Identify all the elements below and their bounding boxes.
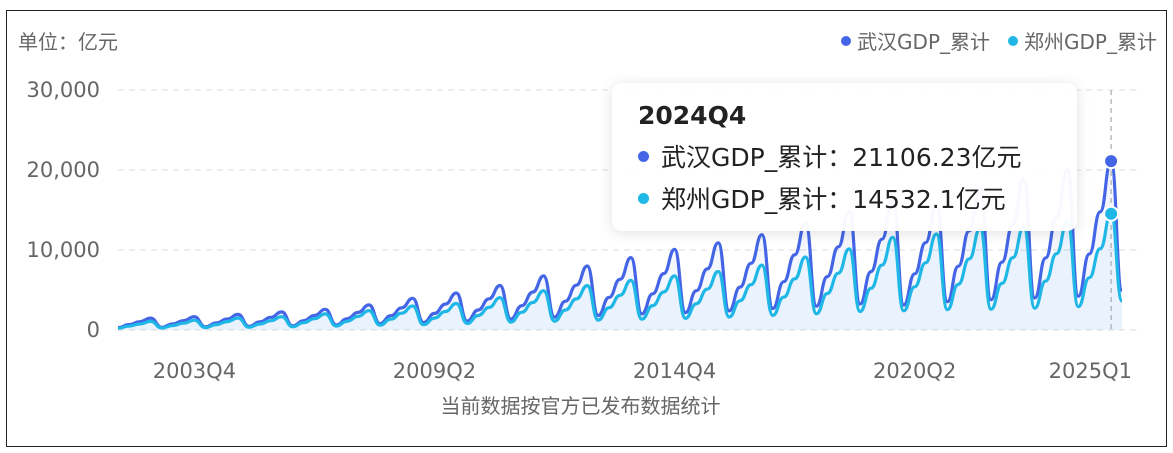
tooltip-row-wuhan: 武汉GDP_累计： 21106.23亿元: [638, 138, 1051, 174]
legend-label-wuhan: 武汉GDP_累计: [857, 30, 991, 54]
x-tick-label: 2014Q4: [633, 359, 716, 383]
x-tick-label: 2025Q1: [1049, 359, 1132, 383]
unit-label: 单位：亿元: [18, 30, 118, 54]
tooltip-dot-wuhan: [638, 150, 649, 162]
tooltip-title: 2024Q4: [638, 101, 747, 130]
x-tick-label: 2003Q4: [153, 359, 236, 383]
legend-item-zhengzhou[interactable]: 郑州GDP_累计: [1008, 26, 1157, 55]
tooltip-value-wuhan: 21106.23亿元: [852, 143, 1022, 172]
y-tick-label: 10,000: [27, 238, 100, 262]
series-lines: [117, 159, 1124, 330]
x-axis-ticks: 2003Q4 2009Q2 2014Q4 2020Q2 2025Q1: [153, 359, 1132, 383]
series-line-zhengzhou: [117, 212, 1124, 330]
tooltip-label-zhengzhou: 郑州GDP_累计：: [661, 185, 853, 214]
highlight-point-zhengzhou: [1103, 205, 1120, 222]
highlight-markers: [1103, 90, 1120, 330]
legend-item-wuhan[interactable]: 武汉GDP_累计: [841, 26, 990, 55]
tooltip-row-zhengzhou: 郑州GDP_累计： 14532.1亿元: [638, 180, 1051, 216]
y-tick-label: 0: [87, 318, 100, 342]
tooltip-dot-zhengzhou: [638, 192, 649, 204]
y-tick-label: 20,000: [27, 158, 100, 182]
legend-label-zhengzhou: 郑州GDP_累计: [1024, 30, 1157, 54]
tooltip-value-zhengzhou: 14532.1亿元: [852, 185, 1006, 214]
legend-dot-zhengzhou: [1008, 35, 1019, 46]
highlight-point-wuhan: [1103, 153, 1120, 170]
x-tick-label: 2009Q2: [393, 359, 476, 383]
y-axis-ticks: 30,000 20,000 10,000 0: [27, 78, 100, 342]
legend: 武汉GDP_累计 郑州GDP_累计: [841, 26, 1157, 55]
x-tick-label: 2020Q2: [873, 359, 956, 383]
legend-dot-wuhan: [841, 35, 852, 46]
tooltip: 2024Q4 武汉GDP_累计： 21106.23亿元 郑州GDP_累计： 14…: [612, 83, 1077, 231]
y-tick-label: 30,000: [27, 78, 100, 102]
footnote: 当前数据按官方已发布数据统计: [440, 394, 721, 418]
tooltip-label-wuhan: 武汉GDP_累计：: [661, 143, 853, 172]
series-area: [118, 213, 1122, 330]
